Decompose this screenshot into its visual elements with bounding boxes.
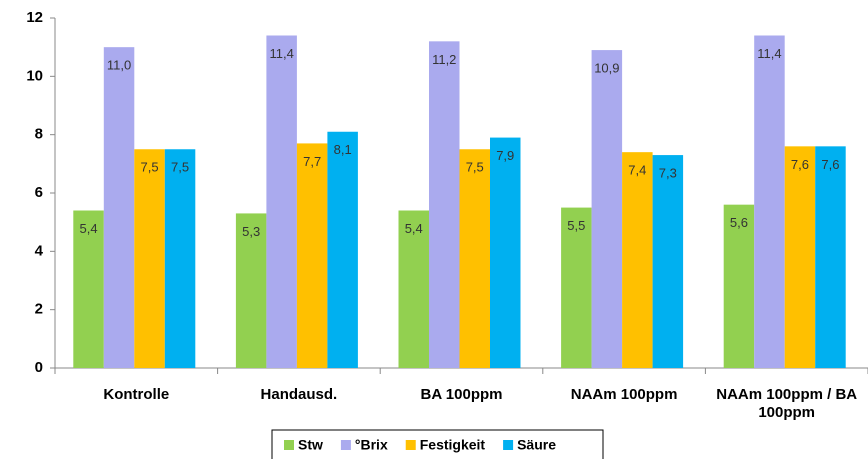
y-tick-label: 8: [35, 126, 43, 143]
y-tick-label: 4: [35, 242, 44, 259]
value-label: 11,4: [757, 46, 781, 61]
legend-label: °Brix: [355, 437, 388, 453]
value-label: 7,6: [791, 157, 809, 172]
bar: [723, 204, 755, 368]
bar: [784, 146, 816, 368]
y-tick-label: 6: [35, 184, 43, 201]
value-label: 5,5: [567, 218, 585, 233]
bar: [164, 149, 196, 368]
bar: [622, 152, 653, 368]
y-tick-label: 2: [35, 301, 43, 318]
bar: [429, 41, 460, 368]
bar: [815, 146, 846, 368]
value-label: 10,9: [594, 61, 619, 76]
legend-label: Festigkeit: [420, 437, 486, 453]
bar: [327, 131, 358, 368]
bar: [73, 210, 104, 368]
value-label: 7,9: [496, 148, 514, 163]
x-tick-label: NAAm 100ppm / BA 100ppm: [716, 386, 858, 421]
x-tick-label: NAAm 100ppm: [570, 386, 678, 403]
value-label: 11,0: [107, 58, 131, 73]
bar: [591, 50, 623, 368]
legend-label: Säure: [517, 437, 556, 453]
value-label: 7,4: [628, 163, 646, 178]
value-label: 8,1: [334, 142, 352, 157]
legend-swatch: [405, 440, 416, 450]
x-tick-label: Handausd.: [260, 386, 338, 403]
y-tick-label: 0: [35, 359, 43, 376]
legend-swatch: [284, 440, 294, 450]
bar: [561, 207, 592, 368]
value-label: 5,4: [80, 221, 98, 236]
value-label: 7,5: [141, 160, 159, 175]
value-label: 7,3: [659, 166, 677, 181]
legend-label: Stw: [298, 437, 323, 453]
value-label: 11,4: [269, 46, 293, 61]
legend-swatch: [340, 440, 351, 450]
value-label: 11,2: [432, 52, 456, 67]
bar: [235, 213, 267, 368]
bar: [754, 35, 785, 368]
value-label: 7,6: [821, 157, 839, 172]
legend-swatch: [503, 440, 514, 450]
value-label: 5,3: [242, 224, 260, 239]
value-label: 7,7: [303, 154, 321, 169]
legend-box: [271, 429, 604, 459]
bar: [103, 47, 135, 369]
value-label: 7,5: [466, 160, 484, 175]
x-tick-label: BA 100ppm: [420, 386, 503, 403]
value-label: 7,5: [171, 160, 189, 175]
y-tick-label: 12: [26, 9, 43, 26]
bar: [296, 143, 328, 368]
bar: [652, 155, 684, 368]
y-tick-label: 10: [26, 67, 43, 84]
bar: [459, 149, 490, 368]
value-label: 5,4: [405, 221, 423, 236]
x-tick-label: Kontrolle: [103, 386, 170, 403]
bar: [134, 149, 165, 368]
bar: [266, 35, 297, 368]
value-label: 5,6: [730, 215, 748, 230]
bar: [490, 137, 521, 368]
bar: [398, 210, 429, 368]
